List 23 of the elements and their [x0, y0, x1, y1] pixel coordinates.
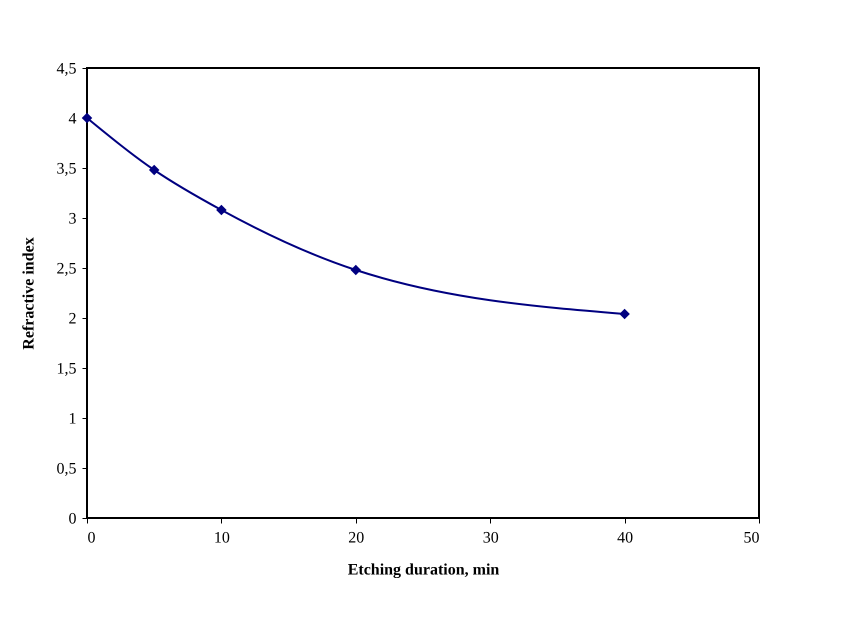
x-tick-label: 20 — [348, 530, 364, 546]
y-tick-label: 4 — [68, 110, 76, 128]
y-tick-label: 0,5 — [56, 460, 76, 478]
x-tick-label: 50 — [744, 530, 760, 546]
x-tick-label: 10 — [214, 530, 230, 546]
y-tick-label: 1 — [68, 410, 76, 428]
y-tick-label: 1,5 — [56, 360, 76, 378]
y-tick-label: 2 — [68, 310, 76, 328]
y-tick-label: 3,5 — [56, 160, 76, 178]
point — [350, 264, 362, 276]
y-axis-title: Refractive index — [20, 237, 38, 350]
x-tick-label: 0 — [88, 530, 96, 546]
y-tick-label: 3 — [68, 210, 76, 228]
y-tick-label: 2,5 — [56, 260, 76, 278]
x-tick-label: 40 — [617, 530, 634, 546]
y-tick-label: 4,5 — [56, 60, 76, 78]
point — [148, 164, 160, 176]
x-tick-label: 30 — [482, 530, 499, 546]
point — [82, 112, 92, 124]
y-tick-label: 0 — [68, 510, 76, 528]
x-axis-title: Etching duration, min — [348, 562, 500, 578]
point — [619, 308, 630, 320]
point — [216, 204, 227, 216]
